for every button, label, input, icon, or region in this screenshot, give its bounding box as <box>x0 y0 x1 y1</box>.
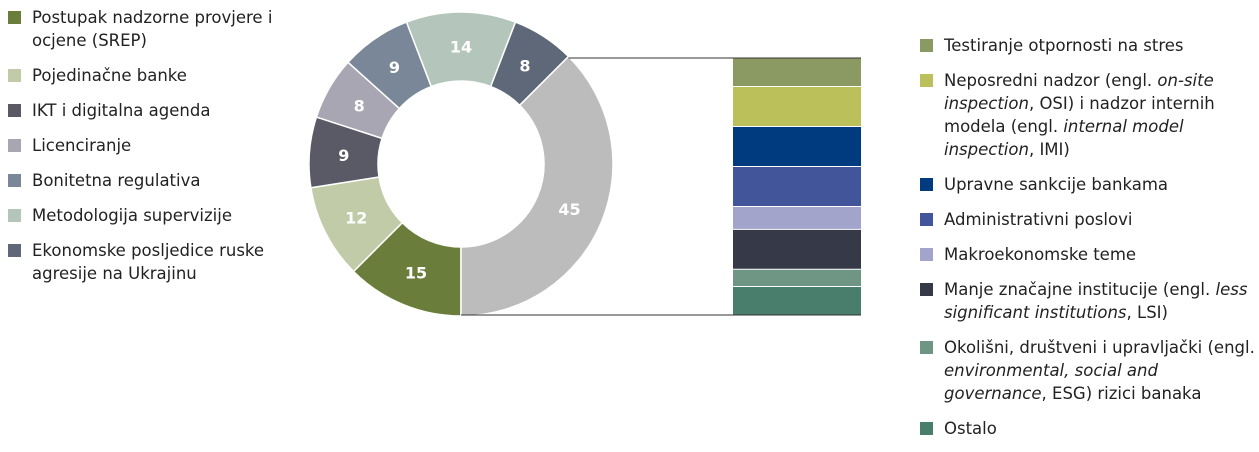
legend-label-part: Okolišni, društveni i upravljački (engl. <box>944 338 1255 357</box>
legend-left-item: IKT i digitalna agenda <box>8 99 293 122</box>
legend-label: Bonitetna regulativa <box>32 171 201 190</box>
legend-swatch <box>920 74 933 87</box>
legend-label-part: environmental, social and governance <box>944 361 1158 403</box>
legend-label-part: , LSI) <box>1126 303 1168 322</box>
legend-label-part: Upravne sankcije bankama <box>944 175 1169 194</box>
legend-right-item: Neposredni nadzor (engl. on-site inspect… <box>920 69 1255 161</box>
legend-label: Manje značajne institucije (engl. less s… <box>944 278 1255 324</box>
legend-left-item: Bonitetna regulativa <box>8 169 293 192</box>
slice-value-label: 8 <box>519 56 530 75</box>
legend-label: Administrativni poslovi <box>944 208 1255 231</box>
legend-label-part: , IMI) <box>1028 140 1070 159</box>
stacked-bar-segment <box>733 86 861 127</box>
legend-right-item: Ostalo <box>920 417 1255 440</box>
legend-label-part: less significant institutions <box>944 280 1248 322</box>
legend-right-item: Okolišni, društveni i upravljački (engl.… <box>920 336 1255 405</box>
slice-value-label: 8 <box>354 96 365 115</box>
legend-label-part: Administrativni poslovi <box>944 210 1133 229</box>
slice-value-label: 45 <box>558 200 580 219</box>
stacked-bar-segment <box>733 286 861 315</box>
stacked-bar-segment <box>733 206 861 230</box>
stacked-bar-segment <box>733 229 861 270</box>
legend-right-item: Administrativni poslovi <box>920 208 1255 231</box>
legend-label: Licenciranje <box>32 136 132 155</box>
legend-label: Okolišni, društveni i upravljački (engl.… <box>944 336 1255 405</box>
legend-swatch <box>8 244 21 257</box>
legend-right-item: Manje značajne institucije (engl. less s… <box>920 278 1255 324</box>
legend-left-item: Licenciranje <box>8 134 293 157</box>
legend-label-part: , OSI) i nadzor internih modela (engl. <box>944 94 1215 136</box>
legend-label-part: on-site inspection <box>944 71 1214 113</box>
legend-swatch <box>920 422 933 435</box>
legend-right-item: Upravne sankcije bankama <box>920 173 1255 196</box>
legend-label-part: internal model inspection <box>944 117 1184 159</box>
legend-label-part: Makroekonomske teme <box>944 245 1137 264</box>
legend-swatch <box>920 283 933 296</box>
legend-swatch <box>8 139 21 152</box>
legend-label: Pojedinačne banke <box>32 66 187 85</box>
legend-swatch <box>8 209 21 222</box>
legend-right-item: Makroekonomske teme <box>920 243 1255 266</box>
legend-label: Testiranje otpornosti na stres <box>944 34 1255 57</box>
legend-swatch <box>920 178 933 191</box>
legend-swatch <box>920 39 933 52</box>
legend-label-part: Neposredni nadzor (engl. <box>944 71 1158 90</box>
legend-label: IKT i digitalna agenda <box>32 101 211 120</box>
legend-left-item: Ekonomske posljedice ruske agresije na U… <box>8 239 293 285</box>
legend-left-item: Pojedinačne banke <box>8 64 293 87</box>
stacked-bar-segment <box>733 58 861 87</box>
slice-value-label: 15 <box>405 264 427 283</box>
slice-value-label: 14 <box>450 38 472 57</box>
legend-swatch <box>920 248 933 261</box>
legend-label-part: , ESG) rizici banaka <box>1041 384 1202 403</box>
chart-canvas: 15 12 9 8 9 14 8 45 <box>308 11 861 317</box>
legend-right: Testiranje otpornosti na stres Neposredni… <box>920 34 1255 452</box>
slice-value-label: 12 <box>345 208 367 227</box>
legend-swatch <box>8 11 21 24</box>
donut-slice <box>460 55 614 317</box>
legend-label: Metodologija supervizije <box>32 206 232 225</box>
legend-left: Postupak nadzorne provjere i ocjene (SRE… <box>8 6 293 297</box>
stacked-bar-segment <box>733 269 861 287</box>
legend-label: Ekonomske posljedice ruske agresije na U… <box>32 241 265 283</box>
legend-swatch <box>920 213 933 226</box>
legend-swatch <box>920 341 933 354</box>
legend-right-item: Testiranje otpornosti na stres <box>920 34 1255 57</box>
legend-swatch <box>8 104 21 117</box>
stacked-bar-segment <box>733 126 861 167</box>
legend-left-item: Metodologija supervizije <box>8 204 293 227</box>
slice-value-label: 9 <box>338 146 349 165</box>
legend-label-part: Ostalo <box>944 419 997 438</box>
legend-label: Neposredni nadzor (engl. on-site inspect… <box>944 69 1255 161</box>
legend-label-part: Testiranje otpornosti na stres <box>944 36 1184 55</box>
legend-label: Upravne sankcije bankama <box>944 173 1255 196</box>
legend-label: Makroekonomske teme <box>944 243 1255 266</box>
legend-label: Postupak nadzorne provjere i ocjene (SRE… <box>32 8 273 50</box>
stacked-bar-segment <box>733 166 861 207</box>
legend-swatch <box>8 69 21 82</box>
legend-label: Ostalo <box>944 417 1255 440</box>
slice-value-label: 9 <box>389 58 400 77</box>
legend-left-item: Postupak nadzorne provjere i ocjene (SRE… <box>8 6 293 52</box>
legend-swatch <box>8 174 21 187</box>
legend-label-part: Manje značajne institucije (engl. <box>944 280 1216 299</box>
